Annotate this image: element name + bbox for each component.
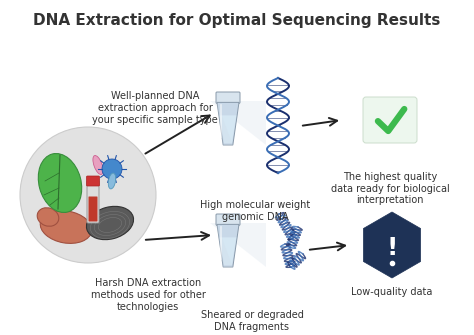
Ellipse shape bbox=[38, 153, 82, 212]
Polygon shape bbox=[210, 223, 266, 267]
Text: Sheared or degraded
DNA fragments: Sheared or degraded DNA fragments bbox=[201, 310, 303, 332]
FancyBboxPatch shape bbox=[216, 92, 240, 104]
Text: !: ! bbox=[386, 236, 398, 260]
Ellipse shape bbox=[86, 206, 134, 240]
Ellipse shape bbox=[93, 155, 103, 175]
Circle shape bbox=[20, 127, 156, 263]
FancyBboxPatch shape bbox=[363, 97, 417, 143]
Text: Low-quality data: Low-quality data bbox=[351, 287, 433, 297]
Polygon shape bbox=[217, 103, 233, 145]
Ellipse shape bbox=[37, 208, 59, 226]
FancyBboxPatch shape bbox=[87, 181, 99, 223]
Text: The highest quality
data ready for biological
interpretation: The highest quality data ready for biolo… bbox=[331, 172, 449, 205]
Ellipse shape bbox=[40, 211, 92, 244]
Polygon shape bbox=[219, 115, 237, 143]
Polygon shape bbox=[210, 101, 266, 145]
Polygon shape bbox=[364, 212, 420, 278]
Polygon shape bbox=[217, 224, 239, 267]
Text: Harsh DNA extraction
methods used for other
technologies: Harsh DNA extraction methods used for ot… bbox=[91, 278, 205, 312]
Ellipse shape bbox=[108, 173, 116, 189]
FancyBboxPatch shape bbox=[86, 176, 100, 186]
Polygon shape bbox=[217, 224, 233, 267]
Polygon shape bbox=[219, 238, 237, 265]
FancyBboxPatch shape bbox=[89, 197, 98, 221]
Text: DNA Extraction for Optimal Sequencing Results: DNA Extraction for Optimal Sequencing Re… bbox=[33, 12, 441, 27]
FancyBboxPatch shape bbox=[216, 214, 240, 225]
Text: Well-planned DNA
extraction approach for
your specific sample type: Well-planned DNA extraction approach for… bbox=[92, 91, 218, 125]
Text: High molecular weight
genomic DNA: High molecular weight genomic DNA bbox=[200, 200, 310, 221]
Polygon shape bbox=[217, 103, 239, 145]
Circle shape bbox=[102, 159, 122, 179]
